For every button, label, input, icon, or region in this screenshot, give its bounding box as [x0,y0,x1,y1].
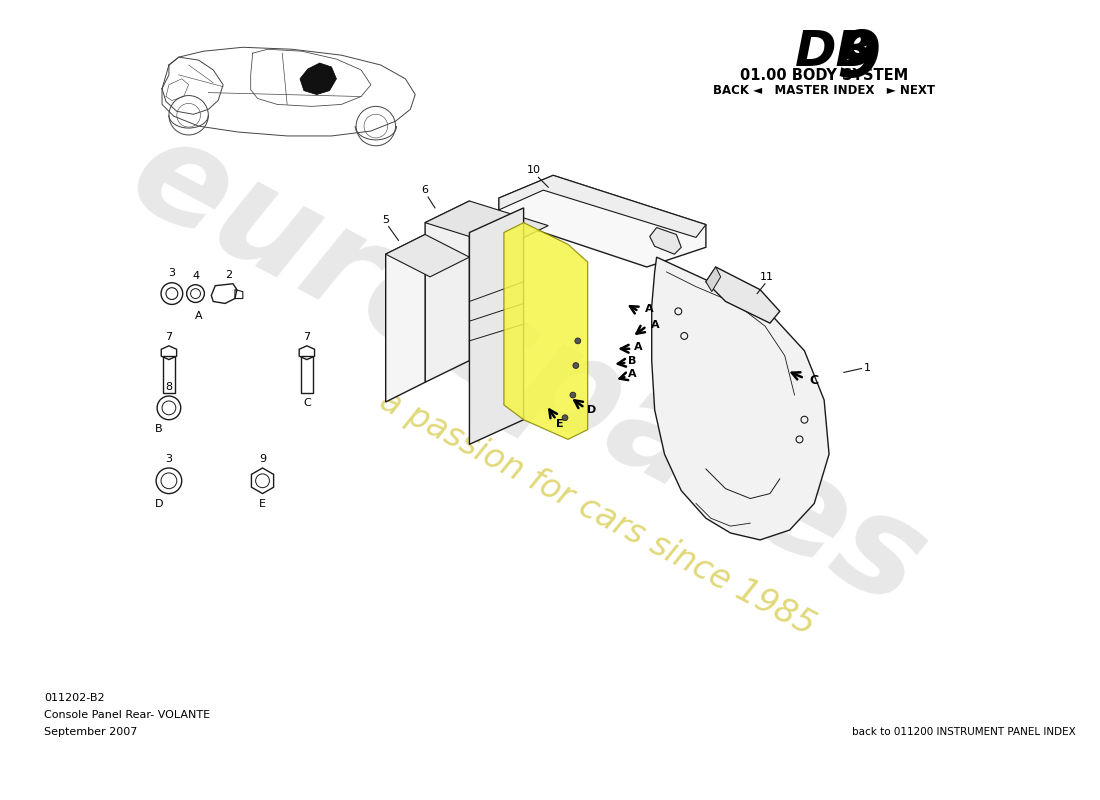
Circle shape [575,338,581,344]
Text: 3: 3 [168,268,175,278]
Circle shape [573,362,579,369]
Text: E: E [258,498,266,509]
Text: a passion for cars since 1985: a passion for cars since 1985 [374,384,821,642]
Text: D: D [586,405,596,415]
Text: A: A [634,342,642,352]
Text: Console Panel Rear- VOLANTE: Console Panel Rear- VOLANTE [44,710,210,720]
Polygon shape [386,234,470,277]
Polygon shape [386,234,425,402]
Text: 8: 8 [165,382,173,392]
Circle shape [562,414,568,421]
Text: C: C [302,398,310,408]
Text: A: A [195,311,202,322]
Polygon shape [425,201,470,382]
Polygon shape [706,267,780,323]
Polygon shape [470,208,524,444]
Text: B: B [155,424,163,434]
Text: A: A [628,370,637,379]
Circle shape [570,392,575,398]
Polygon shape [504,222,587,439]
Text: eurospares: eurospares [109,105,948,636]
Polygon shape [499,175,706,238]
Text: 4: 4 [192,270,199,281]
Text: 5: 5 [382,214,389,225]
Text: September 2007: September 2007 [44,727,138,737]
Text: 1: 1 [864,363,870,374]
Text: 9: 9 [836,27,880,90]
Text: 7: 7 [304,332,310,342]
Polygon shape [706,267,721,292]
Polygon shape [651,257,829,540]
Text: BACK ◄   MASTER INDEX   ► NEXT: BACK ◄ MASTER INDEX ► NEXT [713,84,935,97]
Text: 2: 2 [226,270,232,280]
Text: A: A [651,320,659,330]
Text: DB: DB [794,27,874,75]
Text: 3: 3 [165,454,173,464]
Text: 011202-B2: 011202-B2 [44,694,104,703]
Text: 10: 10 [527,166,540,175]
Text: 11: 11 [760,272,774,282]
Polygon shape [425,201,548,247]
Text: B: B [628,355,637,366]
Text: E: E [557,418,564,429]
Text: back to 011200 INSTRUMENT PANEL INDEX: back to 011200 INSTRUMENT PANEL INDEX [851,727,1076,737]
Polygon shape [650,227,681,254]
Text: A: A [645,304,653,314]
Text: 7: 7 [165,332,173,342]
Text: C: C [810,374,818,386]
Text: D: D [155,498,163,509]
Text: 9: 9 [258,454,266,464]
Text: 6: 6 [421,185,429,195]
Text: 01.00 BODY SYSTEM: 01.00 BODY SYSTEM [740,68,909,83]
Polygon shape [499,175,706,267]
Polygon shape [300,63,337,94]
